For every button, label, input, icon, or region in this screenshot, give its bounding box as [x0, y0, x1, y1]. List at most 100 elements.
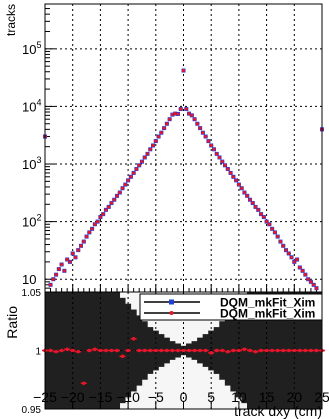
main-y-tick-label: 105: [22, 40, 41, 57]
main-point-series-2: [253, 205, 258, 209]
ratio-point: [48, 348, 53, 353]
ratio-point: [93, 347, 97, 352]
x-tick-label: −20: [61, 389, 85, 405]
ratio-point: [176, 348, 180, 353]
main-grid: [44, 4, 323, 292]
main-y-tick-label: 102: [22, 213, 41, 230]
legend-box: [139, 293, 323, 321]
ratio-point: [198, 348, 202, 353]
main-point-series-2: [109, 201, 114, 205]
tick-label-base: 10: [22, 272, 36, 287]
main-point-series-2: [273, 230, 277, 234]
main-point-series-2: [51, 277, 55, 281]
main-point-series-2: [190, 113, 194, 117]
ratio-point: [170, 348, 175, 353]
main-point-series-2: [140, 160, 144, 164]
main-point-series-2: [198, 126, 202, 130]
main-point-series-2: [251, 201, 255, 205]
ratio-point: [70, 348, 75, 353]
ratio-y-axis-label: Ratio: [4, 306, 20, 339]
ratio-point: [131, 337, 136, 341]
main-point-series-2: [126, 178, 130, 182]
ratio-point: [137, 348, 141, 353]
main-point-series-2: [209, 143, 213, 148]
ratio-point: [270, 348, 274, 353]
ratio-point: [76, 349, 81, 354]
ratio-point: [165, 348, 169, 353]
main-point-series-2: [242, 190, 247, 195]
main-point-series-2: [132, 171, 136, 175]
main-point-series-2: [123, 182, 127, 187]
legend-entry-label: DQM_mkFit_Xim: [220, 296, 315, 310]
ratio-point: [237, 348, 241, 353]
ratio-point: [87, 348, 92, 353]
ratio-error-bar: [119, 297, 126, 404]
legend-entry-label: DQM_mkFit_Xim: [220, 307, 315, 321]
ratio-point: [314, 348, 319, 353]
main-point-series-2: [201, 131, 205, 135]
tick-label-exponent: 3: [36, 155, 41, 165]
main-point-series-2: [104, 208, 108, 212]
ratio-point: [275, 348, 280, 353]
main-point-series-2: [115, 194, 119, 198]
main-point-series-2: [112, 198, 116, 202]
ratio-point: [259, 348, 263, 353]
main-point-series-2: [206, 139, 211, 143]
main-point-series-2: [82, 239, 86, 244]
x-tick-label: 0: [180, 389, 188, 405]
ratio-point: [98, 348, 103, 353]
ratio-point: [231, 348, 236, 353]
main-point-series-2: [107, 205, 111, 209]
main-point-series-2: [228, 171, 233, 175]
main-point-series-2: [217, 155, 222, 160]
main-point-series-2: [295, 257, 299, 262]
main-point-series-2: [137, 163, 141, 167]
main-point-series-2: [223, 163, 227, 167]
tick-label-base: 10: [22, 215, 36, 230]
main-point-series-2: [184, 107, 188, 111]
ratio-point: [181, 348, 186, 353]
main-point-series-2: [165, 122, 169, 126]
main-point-series-2: [181, 68, 186, 73]
main-point-series-2: [240, 186, 244, 190]
main-point-series-2: [162, 126, 166, 130]
main-point-series-2: [245, 194, 249, 198]
main-point-series-2: [57, 267, 61, 271]
main-point-series-2: [134, 167, 139, 171]
main-point-series-2: [204, 134, 208, 139]
ratio-point: [203, 348, 208, 353]
ratio-point: [154, 348, 158, 353]
main-point-series-2: [226, 167, 230, 171]
main-point-series-2: [168, 117, 172, 121]
ratio-point: [264, 348, 269, 353]
legend-marker-square: [169, 299, 174, 305]
ratio-point: [253, 349, 258, 354]
main-plot-frame: [44, 3, 323, 293]
ratio-point: [192, 348, 197, 353]
ratio-point: [242, 347, 247, 352]
main-point-series-2: [159, 131, 163, 135]
main-point-series-2: [303, 273, 307, 277]
main-point-series-2: [281, 244, 285, 248]
main-point-series-2: [192, 117, 197, 121]
x-axis-label: track dxy (cm): [234, 403, 322, 419]
main-point-series-2: [156, 134, 161, 139]
x-tick-label: −5: [148, 389, 164, 405]
main-point-series-2: [79, 244, 83, 248]
tick-label-exponent: 4: [36, 97, 41, 107]
main-point-series-2: [220, 160, 224, 164]
ratio-error-bar: [130, 309, 137, 392]
main-point-series-2: [179, 107, 183, 111]
main-point-series-2: [87, 230, 91, 234]
ratio-point: [292, 348, 297, 353]
main-point-series-2: [98, 215, 102, 219]
ratio-point: [298, 348, 302, 353]
ratio-point: [126, 348, 130, 353]
main-point-series-2: [312, 283, 316, 287]
main-point-series-2: [71, 251, 75, 256]
main-y-tick-label: 10: [22, 272, 36, 287]
